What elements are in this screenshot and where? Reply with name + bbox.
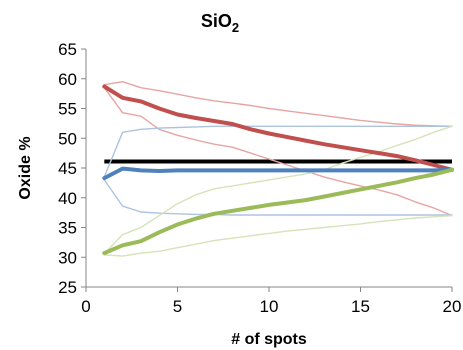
y-tick-label: 60 — [58, 70, 77, 89]
y-tick-label: 65 — [58, 40, 77, 59]
x-tick-label: 15 — [351, 297, 370, 316]
chart-title-text: SiO — [201, 11, 232, 31]
x-tick-label: 0 — [81, 297, 90, 316]
series-line-4 — [103, 80, 453, 128]
series-line-3 — [102, 167, 454, 256]
y-axis-label: Oxide % — [17, 136, 34, 199]
series-line-2 — [102, 166, 454, 181]
series-line-8 — [103, 125, 453, 255]
y-tick-label: 50 — [58, 129, 77, 148]
chart-title-subscript: 2 — [232, 20, 239, 35]
x-axis-label: # of spots — [231, 331, 307, 348]
y-tick-label: 25 — [58, 278, 77, 297]
y-tick-label: 40 — [58, 189, 77, 208]
series-line-7 — [103, 179, 453, 216]
tick-labels: 25 30 35 40 45 50 55 60 65 0 5 10 15 20 — [58, 40, 461, 316]
axes — [81, 48, 453, 292]
y-tick-label: 30 — [58, 248, 77, 267]
chart-title: SiO2 — [201, 11, 239, 35]
series-line-9 — [103, 214, 453, 257]
y-tick-label: 35 — [58, 219, 77, 238]
x-tick-label: 5 — [173, 297, 182, 316]
y-tick-label: 45 — [58, 159, 77, 178]
series-line-6 — [103, 125, 453, 178]
y-tick-label: 55 — [58, 100, 77, 119]
series-line-5 — [103, 86, 453, 217]
x-tick-label: 20 — [443, 297, 462, 316]
series-line-1 — [102, 84, 454, 172]
series-group — [102, 80, 454, 257]
x-tick-label: 10 — [260, 297, 279, 316]
